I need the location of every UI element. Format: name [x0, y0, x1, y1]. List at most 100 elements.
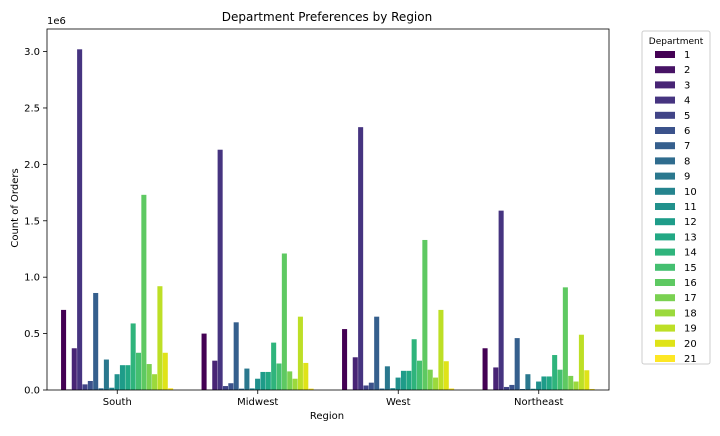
bar-midwest-dept-7 — [234, 322, 239, 390]
bar-south-dept-13 — [125, 365, 130, 390]
legend-swatch-10 — [655, 188, 675, 195]
bar-northeast-dept-7 — [515, 338, 520, 390]
bar-midwest-dept-15 — [276, 363, 281, 390]
bar-south-dept-15 — [136, 353, 141, 390]
legend-swatch-19 — [655, 325, 675, 332]
bar-northeast-dept-18 — [574, 382, 579, 390]
legend-label-21: 21 — [684, 354, 697, 365]
legend-label-1: 1 — [684, 50, 690, 61]
bar-south-dept-9 — [104, 360, 109, 390]
bar-west-dept-13 — [406, 371, 411, 390]
legend-swatch-17 — [655, 294, 675, 301]
bar-midwest-dept-20 — [303, 363, 308, 390]
bar-midwest-dept-9 — [244, 369, 249, 390]
legend-label-17: 17 — [684, 293, 697, 304]
bar-midwest-dept-4 — [218, 150, 223, 390]
bar-northeast-dept-17 — [568, 376, 573, 390]
y-tick-label: 1.5 — [24, 216, 40, 227]
x-tick-label: Midwest — [237, 397, 278, 408]
legend-swatch-15 — [655, 264, 675, 271]
y-tick-label: 2.5 — [24, 103, 40, 114]
bar-northeast-dept-5 — [504, 387, 509, 390]
y-tick-label: 0.5 — [24, 329, 40, 340]
bar-northeast-dept-14 — [552, 355, 557, 390]
legend-swatch-4 — [655, 97, 675, 104]
legend-swatch-5 — [655, 112, 675, 119]
legend-label-6: 6 — [684, 126, 690, 137]
legend-label-9: 9 — [684, 172, 690, 183]
bar-west-dept-15 — [417, 361, 422, 390]
bar-south-dept-7 — [93, 293, 98, 390]
bar-south-dept-6 — [88, 381, 93, 390]
bar-south-dept-1 — [61, 310, 66, 390]
bar-south-dept-5 — [82, 384, 87, 390]
legend-label-8: 8 — [684, 156, 690, 167]
legend-label-10: 10 — [684, 187, 697, 198]
bar-northeast-dept-11 — [536, 382, 541, 390]
y-tick-label: 2.0 — [24, 160, 40, 171]
y-axis-label: Count of Orders — [10, 168, 21, 247]
y-tick-label: 1.0 — [24, 273, 40, 284]
bar-midwest-dept-18 — [293, 379, 298, 390]
legend-swatch-13 — [655, 233, 675, 240]
bar-west-dept-16 — [422, 240, 427, 390]
bar-midwest-dept-13 — [266, 372, 271, 390]
bar-south-dept-18 — [152, 374, 157, 390]
bar-northeast-dept-1 — [483, 348, 488, 390]
legend-label-2: 2 — [684, 65, 690, 76]
bar-west-dept-6 — [369, 383, 374, 390]
bar-west-dept-18 — [433, 378, 438, 390]
x-axis-label: Region — [310, 411, 344, 422]
legend-label-11: 11 — [684, 202, 697, 213]
bar-west-dept-5 — [363, 385, 368, 390]
bar-south-dept-17 — [147, 364, 152, 390]
legend-label-5: 5 — [684, 111, 690, 122]
legend-label-12: 12 — [684, 217, 697, 228]
bar-west-dept-7 — [374, 317, 379, 390]
bar-west-dept-3 — [353, 357, 358, 390]
legend: Department 12345678910111213141516171819… — [642, 31, 710, 365]
legend-label-15: 15 — [684, 263, 697, 274]
legend-swatch-18 — [655, 309, 675, 316]
bar-northeast-dept-9 — [525, 374, 530, 390]
bar-south-dept-12 — [120, 365, 125, 390]
bar-midwest-dept-12 — [260, 372, 265, 390]
bar-midwest-dept-19 — [298, 317, 303, 390]
legend-label-16: 16 — [684, 278, 697, 289]
y-ticks-group: 0.00.51.01.52.02.53.0 — [24, 47, 47, 396]
bar-west-dept-11 — [396, 378, 401, 390]
bar-west-dept-4 — [358, 127, 363, 390]
legend-swatch-14 — [655, 249, 675, 256]
bar-midwest-dept-14 — [271, 343, 276, 390]
x-tick-label: West — [386, 397, 411, 408]
bar-midwest-dept-6 — [228, 383, 233, 390]
bar-south-dept-19 — [157, 286, 162, 390]
bars-group — [61, 49, 595, 390]
legend-label-13: 13 — [684, 232, 697, 243]
bar-west-dept-17 — [428, 370, 433, 390]
x-tick-label: South — [103, 397, 132, 408]
legend-swatch-20 — [655, 340, 675, 347]
bar-northeast-dept-19 — [579, 335, 584, 390]
bar-west-dept-1 — [342, 329, 347, 390]
legend-swatch-3 — [655, 81, 675, 88]
legend-swatch-11 — [655, 203, 675, 210]
legend-title: Department — [649, 37, 704, 47]
legend-swatch-7 — [655, 142, 675, 149]
legend-label-14: 14 — [684, 248, 697, 259]
bar-midwest-dept-17 — [287, 371, 292, 390]
bar-west-dept-12 — [401, 371, 406, 390]
bar-south-dept-4 — [77, 49, 82, 390]
bar-northeast-dept-12 — [541, 376, 546, 390]
chart-title: Department Preferences by Region — [222, 10, 432, 24]
bar-south-dept-11 — [115, 374, 120, 390]
bar-midwest-dept-11 — [255, 379, 260, 390]
legend-swatch-1 — [655, 51, 675, 58]
bar-northeast-dept-13 — [547, 376, 552, 390]
bar-west-dept-9 — [385, 366, 390, 390]
legend-label-7: 7 — [684, 141, 690, 152]
legend-label-19: 19 — [684, 324, 697, 335]
